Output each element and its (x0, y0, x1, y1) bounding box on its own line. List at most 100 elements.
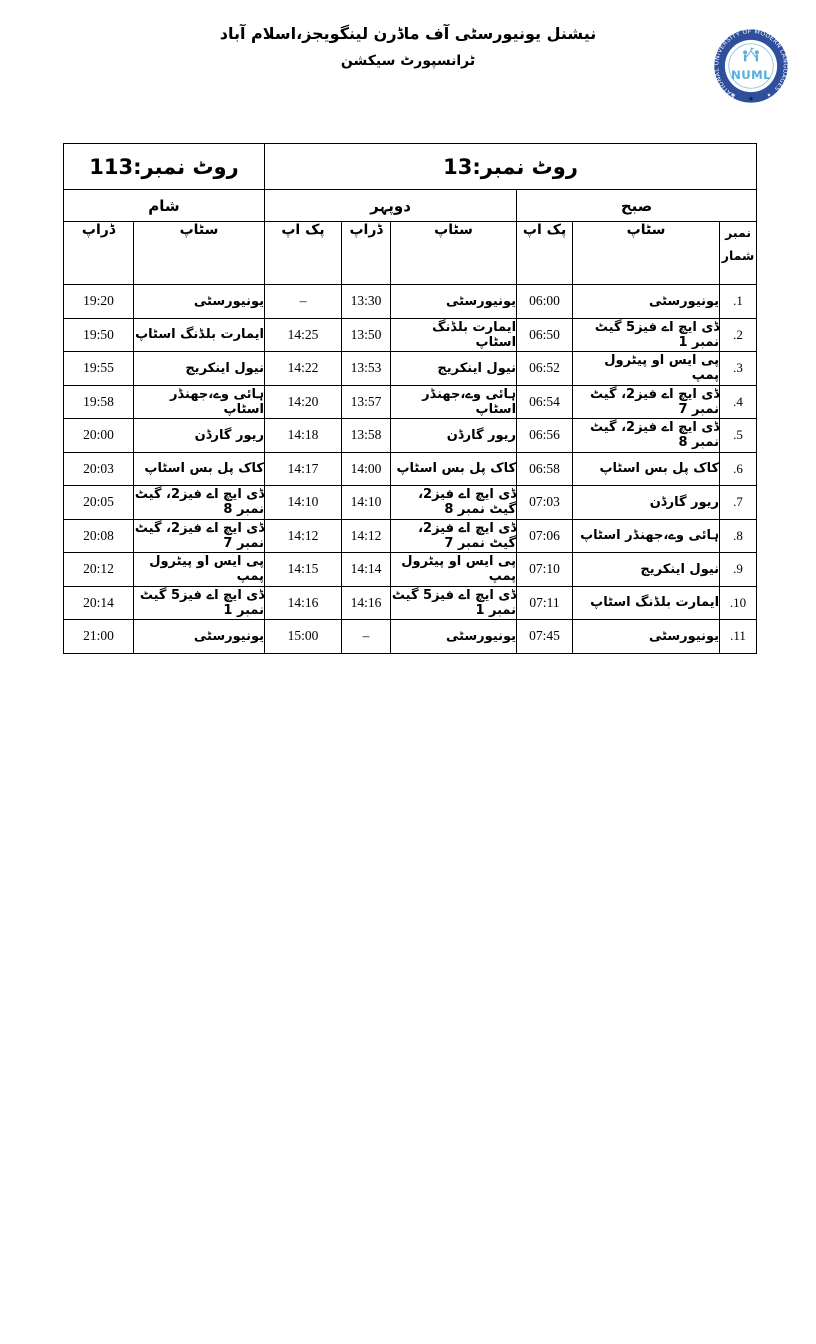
table-row: .5 ڈی ایچ اے فیز2، گیٹ نمبر 8 06:56 ریور گا… (63, 418, 758, 453)
table-row: .7 ریور گارڈن 07:03 ڈی ایچ اے فیز2، گیٹ نمب… (63, 485, 758, 520)
serial-cell: .1 (719, 284, 758, 319)
col-serial-line2: شمار (721, 247, 755, 263)
logo-star-left: ★ (731, 92, 735, 98)
evening-stop-cell: ایمارت بلڈنگ اسٹاپ (133, 317, 265, 352)
col-stop-morning: سٹاپ (572, 221, 721, 285)
period-evening: شام (63, 189, 265, 222)
col-serial: نمبر شمار (719, 221, 758, 285)
morning-stop-cell: نیول اینکریج (572, 552, 721, 587)
morning-pickup-cell: 07:10 (516, 552, 574, 587)
afternoon-drop-cell: 14:12 (341, 518, 392, 553)
evening-drop-cell: 19:55 (63, 351, 134, 386)
logo-figures (743, 47, 759, 62)
afternoon-pickup-cell: 14:25 (263, 317, 343, 352)
evening-stop-cell: ہائی وے،جھنڈر اسٹاپ (133, 384, 265, 419)
afternoon-stop-cell: ہائی وے،جھنڈر اسٹاپ (390, 384, 518, 419)
afternoon-stop-cell: ڈی ایچ اے فیز5 گیٹ نمبر 1 (390, 585, 518, 620)
afternoon-stop-cell: یونیورسٹی (390, 284, 518, 319)
evening-drop-cell: 19:50 (63, 317, 134, 352)
afternoon-stop-cell: یونیورسٹی (390, 619, 518, 654)
period-header-row: صبح دوپہر شام (63, 189, 758, 222)
afternoon-pickup-cell: 14:12 (263, 518, 343, 553)
route-13-header: روٹ نمبر:13 (263, 143, 758, 190)
period-afternoon: دوپہر (263, 189, 518, 222)
col-stop-afternoon: سٹاپ (390, 221, 518, 285)
morning-stop-cell: کاک پل بس اسٹاپ (572, 451, 721, 486)
evening-drop-cell: 20:03 (63, 451, 134, 486)
afternoon-drop-cell: 13:50 (341, 317, 392, 352)
table-row: .6 کاک پل بس اسٹاپ 06:58 کاک پل بس اسٹاپ 14:… (63, 451, 758, 486)
morning-stop-cell: ڈی ایچ اے فیز5 گیٹ نمبر 1 (572, 317, 721, 352)
col-pickup-morning: پک اپ (516, 221, 574, 285)
afternoon-drop-cell: 14:00 (341, 451, 392, 486)
timetable-body: .1 یونیورسٹی 06:00 یونیورسٹی 13:30– یونیورسٹی… (63, 284, 758, 654)
table-row: .8 ہائی وے،جھنڈر اسٹاپ 07:06 ڈی ایچ اے فیز2… (63, 518, 758, 553)
morning-pickup-cell: 07:06 (516, 518, 574, 553)
numl-logo-icon: NATIONAL UNIVERSITY OF MODERN LANGUAGES … (714, 29, 788, 103)
serial-cell: .11 (719, 619, 758, 654)
afternoon-drop-cell: 13:30 (341, 284, 392, 319)
serial-cell: .7 (719, 485, 758, 520)
serial-cell: .4 (719, 384, 758, 419)
evening-stop-cell: پی ایس او پیٹرول پمپ (133, 552, 265, 587)
evening-drop-cell: 21:00 (63, 619, 134, 654)
afternoon-stop-cell: ایمارت بلڈنگ اسٹاپ (390, 317, 518, 352)
table-row: .3 پی ایس او پیٹرول پمپ 06:52 نیول اینکریج 1… (63, 351, 758, 386)
serial-cell: .2 (719, 317, 758, 352)
table-row: .2 ڈی ایچ اے فیز5 گیٹ نمبر 1 06:50 ایمارت ب… (63, 317, 758, 352)
afternoon-pickup-cell: 14:18 (263, 418, 343, 453)
morning-pickup-cell: 06:50 (516, 317, 574, 352)
morning-pickup-cell: 06:54 (516, 384, 574, 419)
afternoon-drop-cell: 14:10 (341, 485, 392, 520)
table-row: .11 یونیورسٹی 07:45 یونیورسٹی –15:00 یونیورسٹ… (63, 619, 758, 654)
evening-drop-cell: 19:58 (63, 384, 134, 419)
afternoon-stop-cell: پی ایس او پیٹرول پمپ (390, 552, 518, 587)
morning-stop-cell: یونیورسٹی (572, 284, 721, 319)
afternoon-stop-cell: نیول اینکریج (390, 351, 518, 386)
morning-stop-cell: یونیورسٹی (572, 619, 721, 654)
morning-pickup-cell: 06:56 (516, 418, 574, 453)
morning-stop-cell: ہائی وے،جھنڈر اسٹاپ (572, 518, 721, 553)
afternoon-pickup-cell: 14:17 (263, 451, 343, 486)
afternoon-stop-cell: ڈی ایچ اے فیز2، گیٹ نمبر 7 (390, 518, 518, 553)
afternoon-drop-cell: 13:57 (341, 384, 392, 419)
serial-cell: .10 (719, 585, 758, 620)
bus-timetable: روٹ نمبر:13 روٹ نمبر:113 صبح دوپہر شام ن… (63, 143, 758, 654)
afternoon-stop-cell: ریور گارڈن (390, 418, 518, 453)
col-pickup-afternoon: پک اپ (263, 221, 343, 285)
evening-stop-cell: ریور گارڈن (133, 418, 265, 453)
table-row: .10 ایمارت بلڈنگ اسٹاپ 07:11 ڈی ایچ اے فیز5… (63, 585, 758, 620)
col-serial-line1: نمبر (725, 225, 752, 240)
route-113-header: روٹ نمبر:113 (63, 143, 265, 190)
afternoon-pickup-cell: – (263, 284, 343, 319)
serial-cell: .9 (719, 552, 758, 587)
col-drop-afternoon: ڈراپ (341, 221, 392, 285)
evening-stop-cell: یونیورسٹی (133, 619, 265, 654)
afternoon-pickup-cell: 15:00 (263, 619, 343, 654)
morning-stop-cell: ڈی ایچ اے فیز2، گیٹ نمبر 8 (572, 418, 721, 453)
serial-cell: .5 (719, 418, 758, 453)
logo-monogram: NUML (731, 68, 771, 82)
evening-drop-cell: 19:20 (63, 284, 134, 319)
morning-stop-cell: ریور گارڈن (572, 485, 721, 520)
col-stop-evening: سٹاپ (133, 221, 265, 285)
evening-stop-cell: ڈی ایچ اے فیز2، گیٹ نمبر 8 (133, 485, 265, 520)
period-morning: صبح (516, 189, 758, 222)
table-row: .9 نیول اینکریج 07:10 پی ایس او پیٹرول پمپ 1… (63, 552, 758, 587)
evening-drop-cell: 20:05 (63, 485, 134, 520)
afternoon-pickup-cell: 14:20 (263, 384, 343, 419)
evening-drop-cell: 20:12 (63, 552, 134, 587)
page-title: نیشنل یونیورسٹی آف ماڈرن لینگویجز،اسلام … (0, 22, 816, 69)
route-header-row: روٹ نمبر:13 روٹ نمبر:113 (63, 143, 758, 190)
afternoon-stop-cell: ڈی ایچ اے فیز2، گیٹ نمبر 8 (390, 485, 518, 520)
morning-stop-cell: پی ایس او پیٹرول پمپ (572, 351, 721, 386)
col-drop-evening: ڈراپ (63, 221, 134, 285)
afternoon-drop-cell: 14:16 (341, 585, 392, 620)
table-row: .1 یونیورسٹی 06:00 یونیورسٹی 13:30– یونیورسٹی… (63, 284, 758, 319)
afternoon-drop-cell: 13:58 (341, 418, 392, 453)
serial-cell: .8 (719, 518, 758, 553)
column-header-row: نمبر شمار سٹاپ پک اپ سٹاپ ڈراپ پک اپ سٹا… (63, 221, 758, 285)
morning-pickup-cell: 06:00 (516, 284, 574, 319)
evening-stop-cell: ڈی ایچ اے فیز5 گیٹ نمبر 1 (133, 585, 265, 620)
afternoon-drop-cell: – (341, 619, 392, 654)
